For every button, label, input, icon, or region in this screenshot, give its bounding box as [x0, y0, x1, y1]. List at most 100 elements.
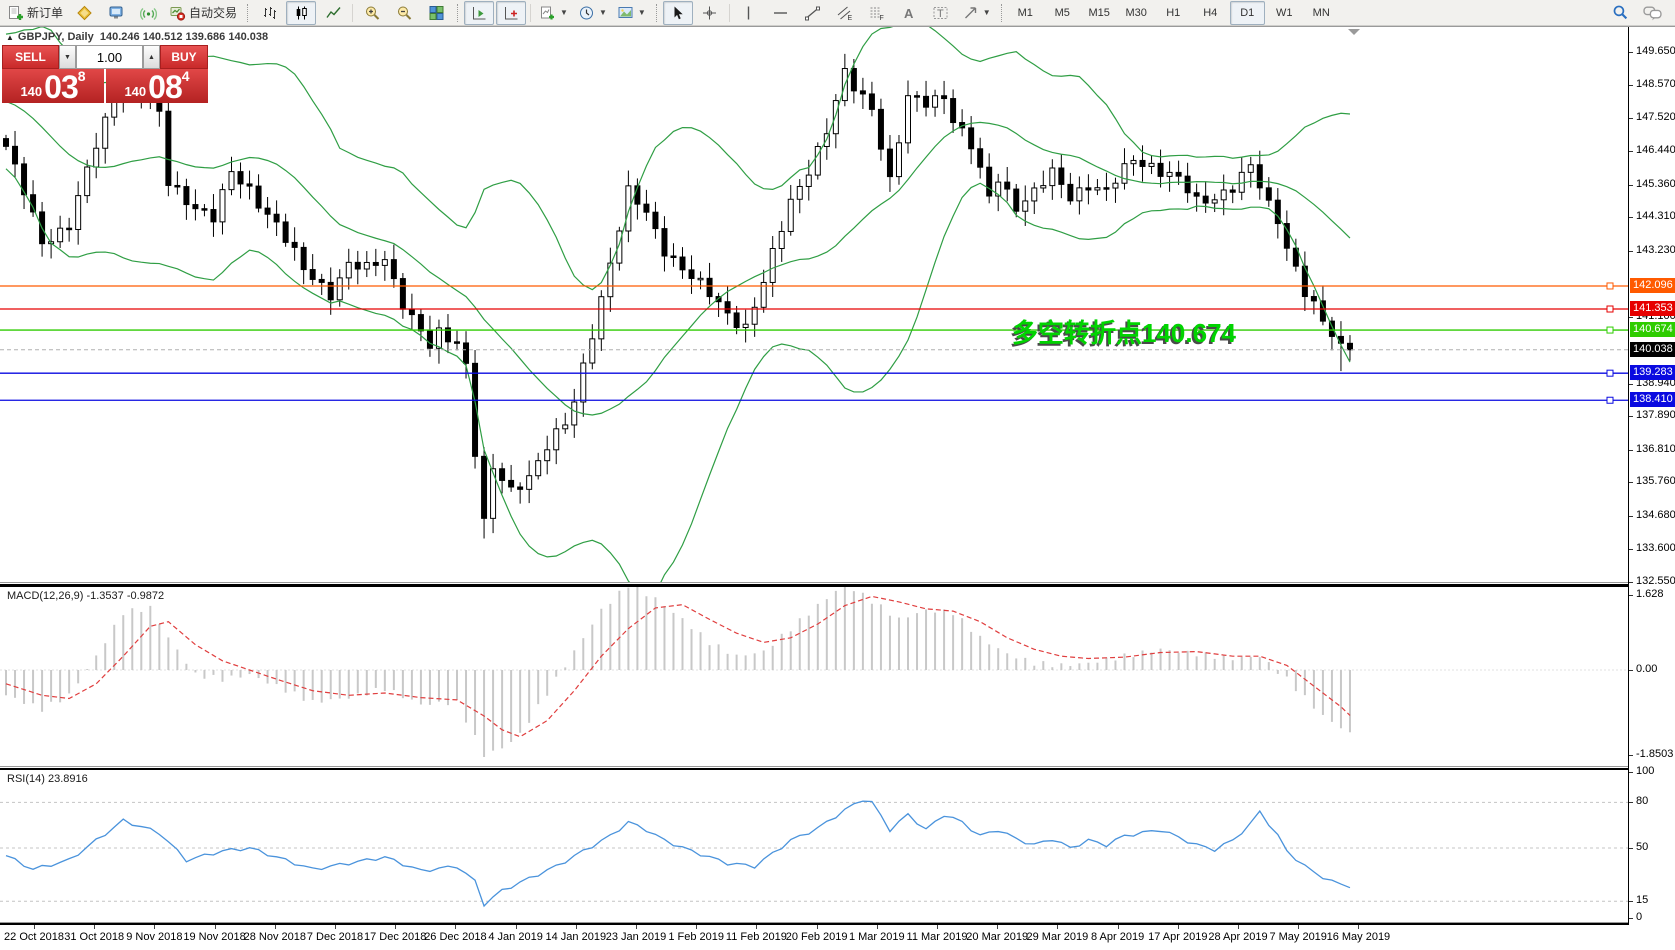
chart-annotation[interactable]: 多空转折点140.674: [1012, 318, 1236, 348]
autoscroll-button[interactable]: [464, 0, 495, 25]
candle-body: [435, 327, 442, 349]
candle-body: [408, 308, 415, 316]
period-button-M5[interactable]: M5: [1054, 6, 1070, 19]
crosshair-button[interactable]: [695, 1, 725, 25]
price-axis[interactable]: 149.650 148.570 147.520 146.440 145.360 144.3…: [1629, 27, 1675, 925]
volume-input[interactable]: [76, 45, 143, 69]
period-button-M30[interactable]: M30: [1125, 6, 1147, 19]
candle-body: [832, 100, 839, 135]
candle-body: [210, 209, 217, 223]
zoom-out-button[interactable]: [389, 1, 419, 25]
price-tick-label: 145.360: [1636, 177, 1675, 190]
price-tick-label: 144.310: [1636, 210, 1675, 223]
search-button[interactable]: [1605, 1, 1635, 25]
line-chart-button[interactable]: [318, 1, 348, 25]
collapse-arrow-icon[interactable]: ▲: [6, 33, 14, 42]
rsi-tick-mark: [1629, 848, 1633, 849]
candle-body: [1094, 187, 1101, 191]
candle-body: [941, 95, 948, 100]
hline-handle: [1606, 305, 1614, 313]
candle-body: [1220, 189, 1227, 201]
toolbar-separator: [352, 3, 354, 22]
rsi-label: RSI(14) 23.8916: [7, 773, 88, 785]
date-label: 8 Apr 2019: [1090, 931, 1145, 943]
vertical-line-button[interactable]: [734, 1, 764, 25]
date-tick-mark: [1298, 925, 1300, 929]
trendline-button[interactable]: [798, 1, 828, 25]
bid-price[interactable]: 140 03 8: [2, 69, 104, 103]
market-watch-button[interactable]: [101, 1, 131, 25]
new-chart-button[interactable]: ▼: [535, 1, 572, 25]
candle-body: [923, 95, 930, 108]
fibonacci-button[interactable]: F: [862, 1, 892, 25]
panel-separator[interactable]: [0, 766, 1675, 770]
candle-body: [399, 278, 406, 310]
signals-button[interactable]: [133, 1, 163, 25]
candle-body: [977, 148, 984, 168]
candle-body: [336, 277, 343, 301]
date-label: 11 Mar 2019: [906, 931, 968, 943]
period-button-W1[interactable]: W1: [1275, 6, 1293, 19]
price-chart-svg[interactable]: [0, 27, 1628, 583]
arrows-button[interactable]: ▼: [958, 1, 995, 25]
chart-shift-button[interactable]: [496, 0, 527, 25]
rsi-tick-mark: [1629, 901, 1633, 903]
toolbar: 新订单 自动交易 ▼ ▼ ▼ E F A T ▼: [0, 0, 1675, 26]
price-tick-mark: [1629, 316, 1633, 318]
bar-chart-button[interactable]: [254, 1, 284, 25]
candle-body: [661, 228, 668, 257]
candle-body: [363, 261, 370, 270]
current-price-label: 140.038: [1630, 341, 1675, 357]
chart-period-button[interactable]: ▼: [574, 1, 611, 25]
price-tick-mark: [1629, 515, 1633, 517]
candle-body: [1346, 342, 1353, 351]
rsi-line: [5, 800, 1351, 908]
candle-body: [850, 68, 857, 92]
chart-shift-marker[interactable]: [1348, 29, 1360, 35]
date-tick-mark: [94, 925, 96, 929]
metaeditor-button[interactable]: [69, 1, 99, 25]
text-label-button[interactable]: T: [926, 1, 956, 25]
rsi-panel[interactable]: RSI(14) 23.8916: [0, 770, 1628, 922]
hline-price-label: 141.353: [1630, 301, 1675, 316]
new-order-button[interactable]: 新订单: [3, 1, 67, 25]
autotrading-button[interactable]: 自动交易: [165, 1, 241, 25]
period-button-H4[interactable]: H4: [1203, 6, 1218, 19]
date-tick-mark: [455, 925, 457, 929]
price-tick-mark: [1629, 151, 1633, 153]
volume-decrease-button[interactable]: ▼: [59, 45, 76, 69]
horizontal-line-button[interactable]: [766, 1, 796, 25]
period-button-D1[interactable]: D1: [1229, 0, 1265, 25]
period-button-H1[interactable]: H1: [1166, 6, 1181, 19]
buy-button[interactable]: BUY: [160, 45, 208, 69]
text-icon: A: [900, 5, 917, 21]
period-button-M15[interactable]: M15: [1088, 6, 1110, 19]
hline-price-label: 142.096: [1630, 277, 1675, 293]
date-tick-mark: [696, 925, 698, 929]
ask-price[interactable]: 140 08 4: [106, 69, 208, 103]
period-buttons: M1 M5 M15 M30 H1 H4 D1 W1 MN: [1007, 0, 1340, 25]
panel-separator: [0, 922, 1675, 925]
cursor-button[interactable]: [662, 0, 693, 25]
autotrading-icon: [169, 5, 186, 21]
channel-button[interactable]: E: [830, 1, 860, 25]
candlestick-chart-button[interactable]: [286, 0, 317, 25]
price-tick-mark: [1629, 117, 1633, 119]
candle-body: [57, 227, 64, 243]
period-button-MN[interactable]: MN: [1312, 6, 1330, 19]
period-button-M1[interactable]: M1: [1017, 6, 1033, 19]
tile-windows-button[interactable]: [421, 1, 451, 25]
volume-increase-button[interactable]: ▲: [143, 45, 160, 69]
chat-button[interactable]: [1637, 1, 1667, 25]
candle-body: [598, 296, 605, 340]
templates-button[interactable]: ▼: [613, 1, 650, 25]
panel-separator[interactable]: [0, 582, 1675, 587]
candle-body: [760, 281, 767, 308]
macd-panel[interactable]: MACD(12,26,9) -1.3537 -0.9872: [0, 582, 1628, 766]
zoom-in-button[interactable]: [357, 1, 387, 25]
sell-button[interactable]: SELL: [2, 45, 59, 69]
main-chart[interactable]: ▲ GBPJPY, Daily 140.246 140.512 139.686 1…: [0, 27, 1628, 583]
price-tick-label: 134.680: [1636, 508, 1675, 521]
text-button[interactable]: A: [894, 1, 924, 25]
date-axis[interactable]: 22 Oct 2018 31 Oct 2018 9 Nov 2018 19 Nov 2…: [0, 925, 1675, 950]
